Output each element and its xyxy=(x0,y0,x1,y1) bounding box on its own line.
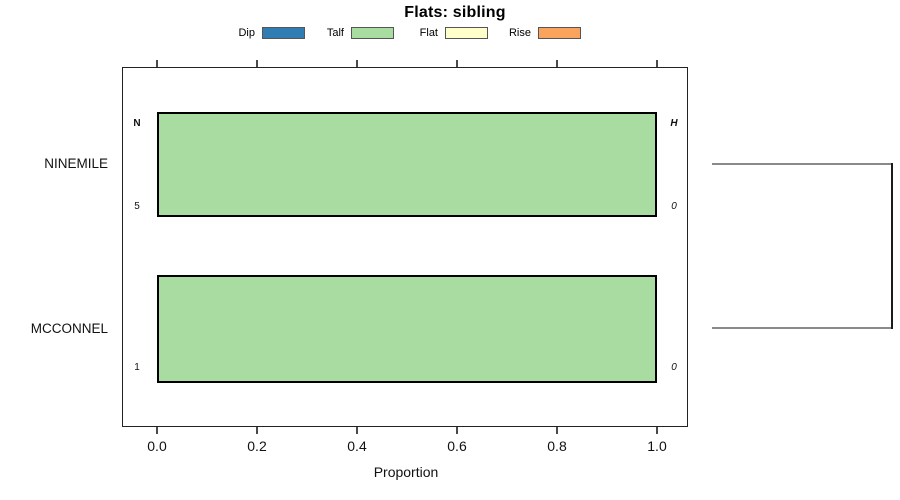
x-axis-tick xyxy=(256,427,258,434)
annotation-ninemile-h: 0 xyxy=(671,201,677,212)
annotation-mcconnel-h: 0 xyxy=(671,362,677,373)
legend-item-flat: Flat xyxy=(408,26,488,40)
x-axis-tick-top xyxy=(156,60,158,67)
bar-ninemile-talf xyxy=(157,112,657,217)
legend-swatch-talf xyxy=(351,27,394,39)
annotation-ninemile-n: 5 xyxy=(134,201,140,212)
annotation-mcconnel-n: 1 xyxy=(134,362,140,373)
legend-label-dip: Dip xyxy=(238,27,255,39)
x-axis-tick xyxy=(556,427,558,434)
legend-swatch-rise xyxy=(538,27,581,39)
x-axis-tick xyxy=(156,427,158,434)
x-tick-label: 1.0 xyxy=(647,438,667,454)
x-axis-tick-top xyxy=(556,60,558,67)
x-tick-label: 0.8 xyxy=(547,438,567,454)
y-category-label-mcconnel: MCCONNEL xyxy=(30,321,108,336)
col-header-n: N xyxy=(133,118,141,129)
legend-label-rise: Rise xyxy=(508,27,531,39)
x-axis-tick-top xyxy=(656,60,658,67)
x-axis-tick xyxy=(356,427,358,434)
dendrogram-branch-ninemile xyxy=(712,163,893,165)
legend-item-talf: Talf xyxy=(314,26,394,40)
x-axis-tick-top xyxy=(356,60,358,67)
legend-swatch-flat xyxy=(445,27,488,39)
x-axis-tick xyxy=(456,427,458,434)
x-axis-title: Proportion xyxy=(373,464,439,480)
x-axis-tick-top xyxy=(456,60,458,67)
col-header-h: H xyxy=(670,118,678,129)
bar-mcconnel-talf xyxy=(157,275,657,383)
dendrogram-branch-mcconnel xyxy=(712,327,893,329)
x-tick-label: 0.2 xyxy=(247,438,267,454)
x-axis-tick xyxy=(656,427,658,434)
y-category-label-ninemile: NINEMILE xyxy=(44,156,108,171)
x-tick-label: 0.6 xyxy=(447,438,467,454)
chart-title: Flats: sibling xyxy=(404,4,506,21)
x-axis-tick-top xyxy=(256,60,258,67)
legend-item-dip: Dip xyxy=(225,26,305,40)
x-tick-label: 0.4 xyxy=(347,438,367,454)
dendrogram-join xyxy=(891,163,893,329)
x-tick-label: 0.0 xyxy=(147,438,167,454)
legend-label-talf: Talf xyxy=(326,27,344,39)
legend-label-flat: Flat xyxy=(419,27,438,39)
legend-item-rise: Rise xyxy=(501,26,581,40)
legend-swatch-dip xyxy=(262,27,305,39)
